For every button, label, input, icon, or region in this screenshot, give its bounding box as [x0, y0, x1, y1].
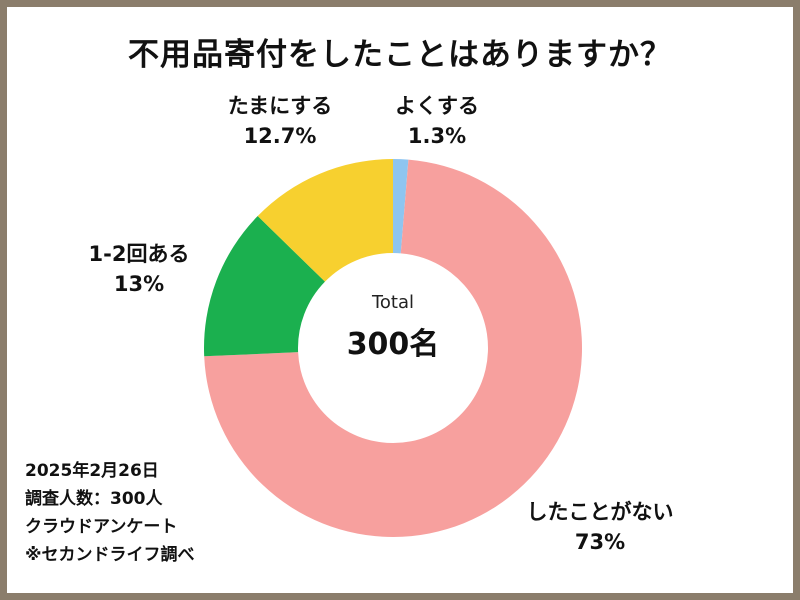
slice-name: 1-2回ある: [88, 242, 190, 266]
center-total-label: Total: [371, 292, 415, 313]
slice-label-sometimes: たまにする 12.7%: [205, 91, 355, 151]
slice-label-never: したことがない 73%: [500, 497, 700, 557]
center-label: Total 300名: [303, 292, 483, 363]
slice-name: したことがない: [526, 500, 674, 524]
slice-percent: 1.3%: [407, 124, 467, 148]
slice-percent: 12.7%: [243, 124, 317, 148]
center-total-value: 300名: [346, 327, 440, 362]
slice-label-once-twice: 1-2回ある 13%: [69, 239, 209, 299]
slice-label-often: よくする 1.3%: [367, 91, 507, 151]
chart-frame: 不用品寄付をしたことはありますか？ Total 300名 よくする 1.3% た…: [7, 7, 793, 593]
chart-title: 不用品寄付をしたことはありますか？: [128, 37, 672, 73]
slice-name: よくする: [395, 94, 479, 118]
note-count: 調査人数：300人: [25, 489, 163, 509]
note-method: クラウドアンケート: [25, 517, 178, 537]
pie-slice-0: [393, 159, 409, 254]
slice-name: たまにする: [227, 94, 333, 118]
pie-slice-2: [204, 216, 325, 357]
donut-chart: [204, 159, 582, 538]
pie-slice-1: [204, 159, 582, 538]
survey-notes: 2025年2月26日 調査人数：300人 クラウドアンケート ※セカンドライフ調…: [25, 457, 195, 569]
note-source: ※セカンドライフ調べ: [25, 545, 195, 565]
slice-percent: 73%: [574, 530, 626, 554]
slice-percent: 13%: [113, 272, 165, 296]
note-date: 2025年2月26日: [25, 461, 159, 481]
pie-slice-3: [257, 159, 393, 282]
